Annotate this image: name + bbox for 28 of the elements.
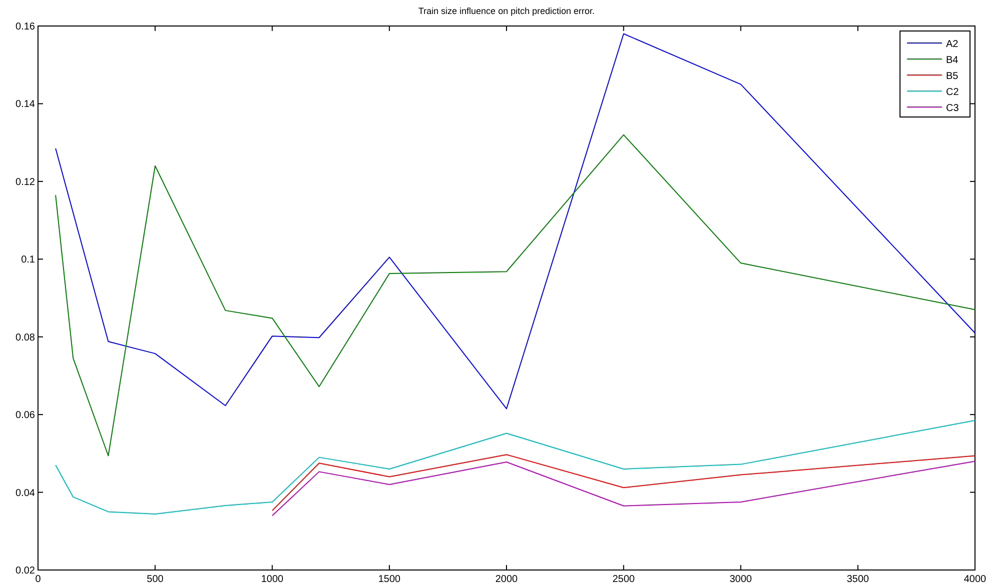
y-tick-label: 0.1 xyxy=(21,254,36,266)
legend-label: C2 xyxy=(946,87,960,98)
x-tick-label: 4000 xyxy=(964,574,986,585)
x-tick-label: 1500 xyxy=(378,574,401,585)
x-tick-label: 2000 xyxy=(495,574,518,585)
y-tick-label: 0.06 xyxy=(16,410,36,422)
x-tick-label: 3500 xyxy=(846,574,870,585)
y-tick-label: 0.04 xyxy=(16,488,36,499)
x-tick-label: 0 xyxy=(35,574,42,585)
legend-label: B5 xyxy=(946,71,959,82)
chart-title: Train size influence on pitch prediction error. xyxy=(418,6,595,16)
x-tick-label: 3000 xyxy=(730,574,752,585)
x-tick-label: 2500 xyxy=(612,574,636,585)
x-tick-label: 1000 xyxy=(261,574,284,585)
line-series xyxy=(55,134,976,456)
x-tick-label: 500 xyxy=(146,574,164,585)
line-series xyxy=(55,420,976,515)
line-series xyxy=(55,33,976,410)
y-tick-label: 0.02 xyxy=(16,566,36,576)
line-series xyxy=(272,454,976,512)
y-tick-label: 0.16 xyxy=(16,22,36,32)
y-tick-label: 0.12 xyxy=(16,176,36,188)
legend-label: C3 xyxy=(946,103,960,114)
legend-label: A2 xyxy=(946,39,959,50)
y-tick-label: 0.14 xyxy=(16,99,36,110)
line-series xyxy=(272,460,976,516)
y-tick-label: 0.08 xyxy=(16,332,36,344)
legend-label: B4 xyxy=(946,55,959,66)
